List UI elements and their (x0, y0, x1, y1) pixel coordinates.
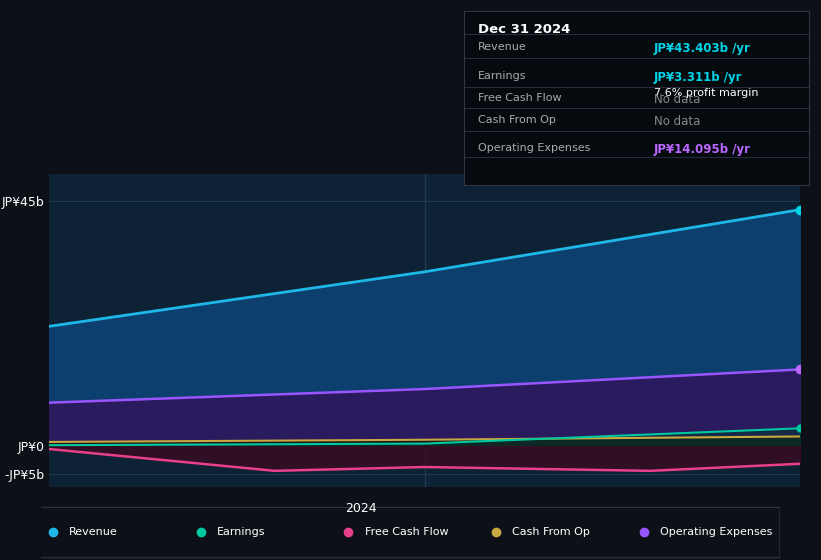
Text: JP¥14.095b /yr: JP¥14.095b /yr (654, 143, 750, 156)
Text: Revenue: Revenue (69, 527, 118, 537)
Text: Operating Expenses: Operating Expenses (660, 527, 773, 537)
Text: JP¥3.311b /yr: JP¥3.311b /yr (654, 71, 742, 84)
Text: Free Cash Flow: Free Cash Flow (478, 93, 562, 103)
Text: Earnings: Earnings (478, 71, 526, 81)
Text: Dec 31 2024: Dec 31 2024 (478, 24, 570, 36)
Text: No data: No data (654, 115, 699, 128)
Text: JP¥43.403b /yr: JP¥43.403b /yr (654, 43, 750, 55)
FancyBboxPatch shape (34, 507, 780, 558)
Text: Free Cash Flow: Free Cash Flow (365, 527, 448, 537)
Text: Revenue: Revenue (478, 43, 526, 53)
Text: Operating Expenses: Operating Expenses (478, 143, 590, 153)
Text: Cash From Op: Cash From Op (512, 527, 590, 537)
Text: No data: No data (654, 93, 699, 106)
Text: 2024: 2024 (346, 502, 377, 515)
Text: 7.6% profit margin: 7.6% profit margin (654, 88, 758, 99)
Text: Earnings: Earnings (217, 527, 265, 537)
Text: Cash From Op: Cash From Op (478, 115, 556, 125)
